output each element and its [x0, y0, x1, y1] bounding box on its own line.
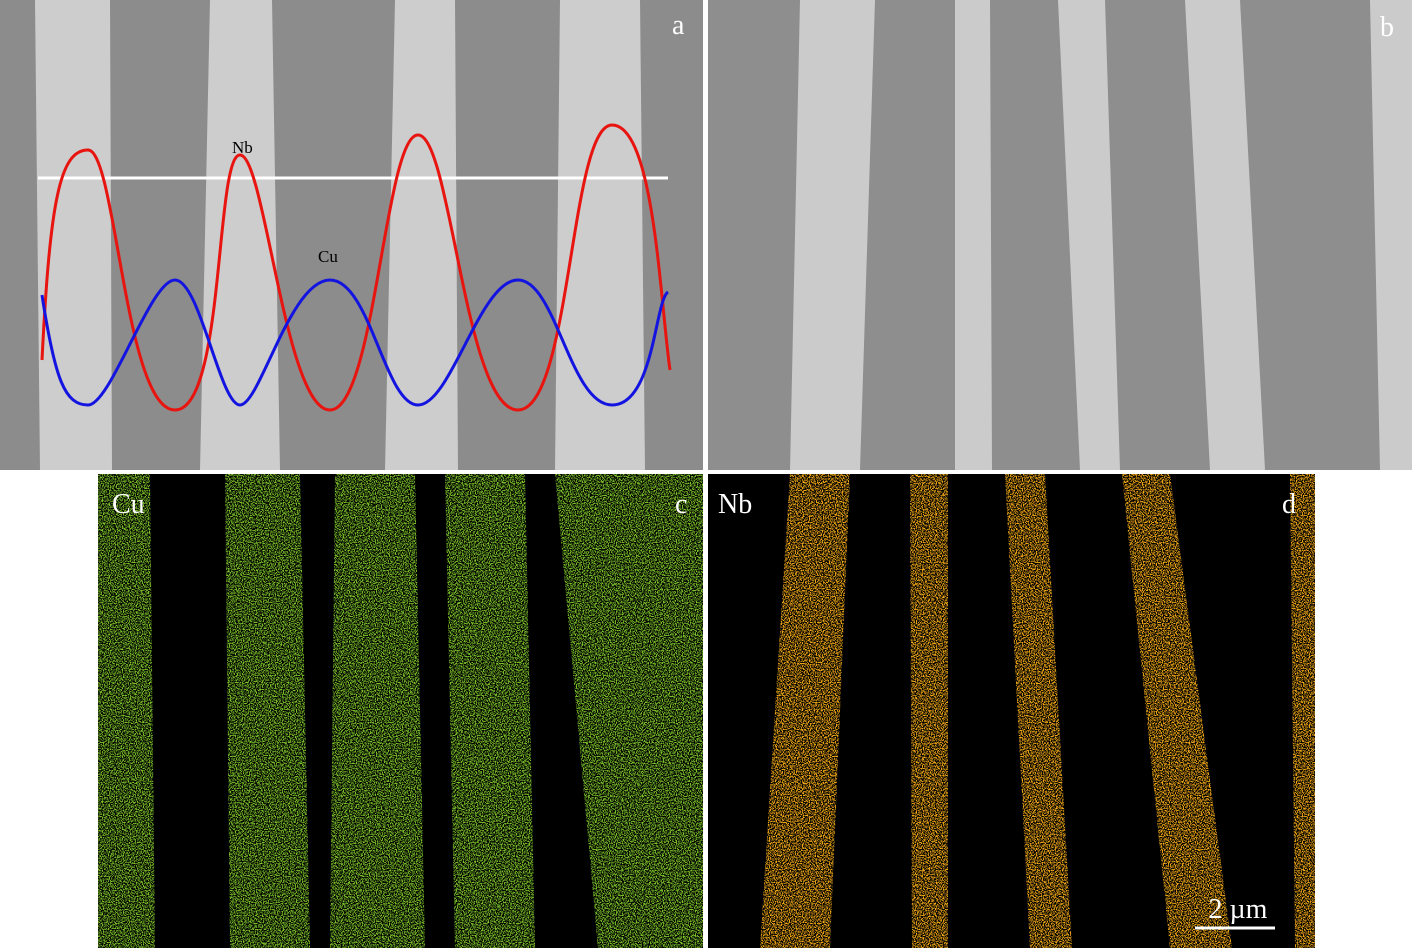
panel-label: d	[1282, 489, 1296, 520]
panel-label: a	[672, 10, 685, 41]
element-label: Nb	[718, 489, 752, 520]
panel-a: Nb Cu a	[0, 0, 703, 470]
scale-bar-label: 2 µm	[1209, 894, 1268, 925]
panel-label: c	[675, 489, 687, 520]
element-label: Cu	[112, 489, 145, 520]
annotation: Cu	[318, 247, 338, 266]
panel-c: Cu c	[98, 474, 703, 948]
panel-b: b	[708, 0, 1412, 470]
panel-d: Nb d 2 µm	[708, 474, 1315, 948]
annotation: Nb	[232, 138, 253, 157]
panel-label: b	[1380, 12, 1394, 43]
